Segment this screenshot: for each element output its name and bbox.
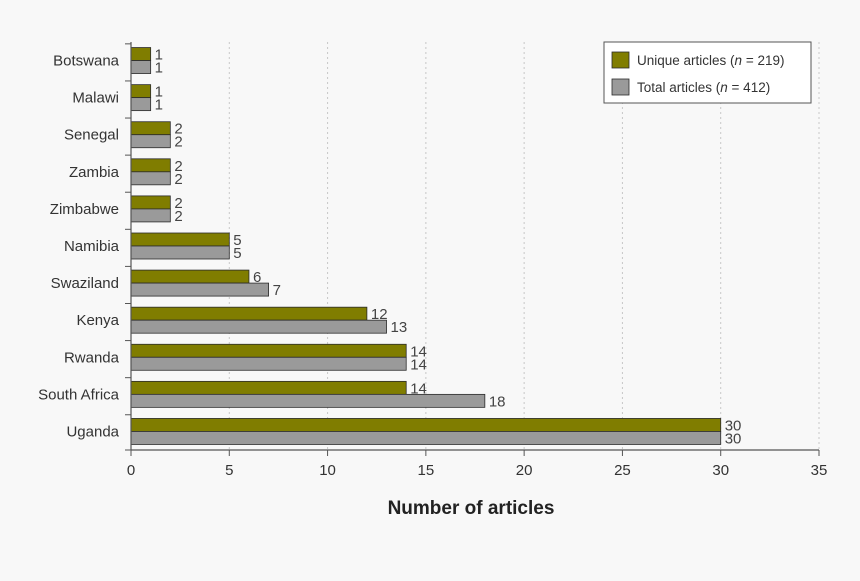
bar-3-series-1 bbox=[130, 171, 171, 186]
data-label-10-series-0: 30 bbox=[725, 417, 742, 434]
x-tick-label-10: 10 bbox=[319, 462, 336, 479]
data-label-5-series-0: 5 bbox=[233, 232, 241, 249]
bar-9-series-0 bbox=[130, 380, 407, 395]
bar-8-series-0 bbox=[130, 343, 407, 358]
bar-6-series-0 bbox=[130, 269, 250, 284]
legend-swatch-1 bbox=[611, 78, 630, 96]
data-label-3-series-0: 2 bbox=[174, 158, 182, 175]
category-label-0: Botswana bbox=[53, 53, 120, 70]
bar-0-series-1 bbox=[130, 60, 152, 74]
data-label-7-series-1: 13 bbox=[391, 319, 408, 336]
bar-7-series-0 bbox=[130, 306, 368, 321]
bar-2-series-1 bbox=[130, 134, 171, 149]
category-label-2: Senegal bbox=[64, 127, 119, 144]
data-label-2-series-0: 2 bbox=[174, 121, 182, 138]
category-label-6: Swaziland bbox=[51, 275, 119, 292]
bar-3-series-0 bbox=[130, 158, 171, 173]
category-label-8: Rwanda bbox=[64, 349, 120, 366]
category-label-4: Zimbabwe bbox=[50, 201, 119, 218]
bars bbox=[130, 47, 722, 445]
bar-4-series-1 bbox=[130, 208, 171, 223]
data-label-1-series-0: 1 bbox=[155, 84, 163, 101]
data-label-7-series-0: 12 bbox=[371, 306, 388, 323]
x-tick-label-30: 30 bbox=[712, 462, 729, 479]
x-tick-label-25: 25 bbox=[614, 462, 631, 479]
data-label-3-series-1: 2 bbox=[174, 171, 182, 188]
bar-4-series-0 bbox=[130, 195, 171, 210]
category-label-5: Namibia bbox=[64, 238, 120, 255]
x-tick-label-15: 15 bbox=[418, 462, 435, 479]
data-label-0-series-0: 1 bbox=[155, 47, 163, 64]
bar-1-series-1 bbox=[130, 97, 152, 112]
data-label-8-series-1: 14 bbox=[410, 356, 427, 373]
data-label-4-series-1: 2 bbox=[174, 208, 182, 225]
x-tick-label-0: 0 bbox=[127, 462, 135, 479]
legend-swatch-0 bbox=[611, 51, 630, 69]
data-label-5-series-1: 5 bbox=[233, 245, 241, 262]
x-tick-label-35: 35 bbox=[811, 462, 828, 479]
data-label-6-series-1: 7 bbox=[273, 282, 281, 299]
bar-0-series-0 bbox=[130, 47, 152, 61]
x-tick-label-5: 5 bbox=[225, 462, 233, 479]
bar-5-series-1 bbox=[130, 245, 230, 260]
data-label-2-series-1: 2 bbox=[174, 134, 182, 151]
legend-box bbox=[603, 41, 812, 104]
legend-label-0: Unique articles (n = 219) bbox=[637, 53, 784, 68]
bar-10-series-1 bbox=[130, 431, 722, 445]
category-label-9: South Africa bbox=[38, 386, 120, 403]
legend: Unique articles (n = 219) Total articles … bbox=[603, 41, 812, 104]
bar-1-series-0 bbox=[130, 84, 152, 99]
data-label-9-series-0: 14 bbox=[410, 380, 427, 397]
legend-label-1: Total articles (n = 412) bbox=[637, 80, 770, 95]
bar-2-series-0 bbox=[130, 121, 171, 136]
bar-9-series-1 bbox=[130, 393, 486, 408]
data-label-6-series-0: 6 bbox=[253, 269, 261, 286]
axes bbox=[125, 42, 820, 456]
bar-8-series-1 bbox=[130, 356, 407, 371]
data-label-4-series-0: 2 bbox=[174, 195, 182, 212]
data-label-9-series-1: 18 bbox=[489, 393, 506, 410]
category-label-7: Kenya bbox=[76, 312, 119, 329]
bar-10-series-0 bbox=[130, 418, 722, 432]
data-label-8-series-0: 14 bbox=[410, 343, 427, 360]
x-tick-label-20: 20 bbox=[516, 462, 533, 479]
data-label-0-series-1: 1 bbox=[155, 60, 163, 77]
category-label-10: Uganda bbox=[66, 423, 119, 440]
category-label-1: Malawi bbox=[72, 90, 119, 107]
bar-7-series-1 bbox=[130, 319, 387, 334]
x-axis-title: Number of articles bbox=[388, 498, 555, 519]
bar-6-series-1 bbox=[130, 282, 270, 297]
data-label-10-series-1: 30 bbox=[725, 430, 742, 447]
category-label-3: Zambia bbox=[69, 164, 120, 181]
bar-5-series-0 bbox=[130, 232, 230, 247]
data-label-1-series-1: 1 bbox=[155, 97, 163, 114]
